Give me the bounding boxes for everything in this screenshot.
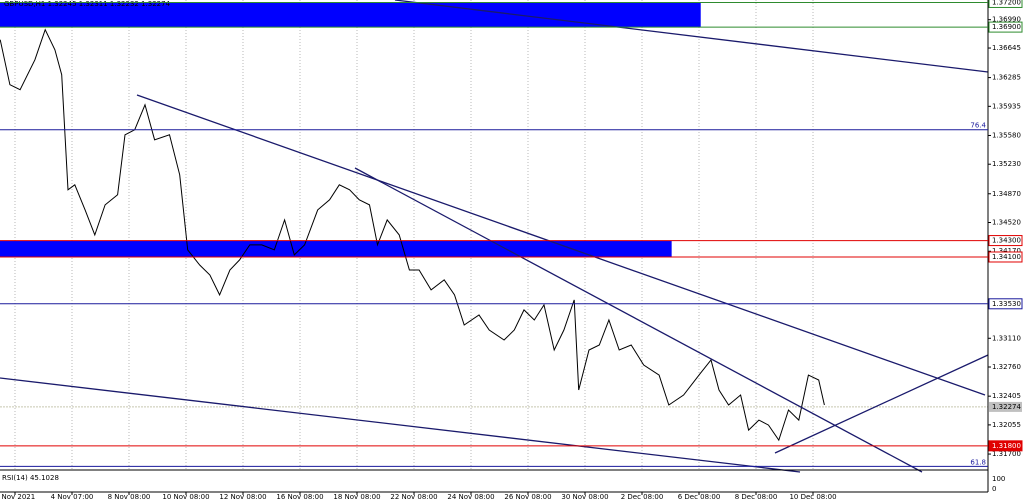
- rsi-tick-label: 0: [992, 485, 996, 493]
- x-tick-label: 6 Dec 08:00: [678, 493, 721, 501]
- y-tick-label: 1.32405: [992, 392, 1021, 400]
- x-tick-label: 18 Nov 08:00: [333, 493, 380, 501]
- x-tick-label: 12 Nov 08:00: [219, 493, 266, 501]
- y-tick-label: 1.36990: [992, 16, 1021, 24]
- price-line: [0, 28, 825, 442]
- y-tick-label: 1.31700: [992, 450, 1021, 458]
- x-tick-label: 4 Nov 07:00: [51, 493, 94, 501]
- fib-label: 61.8: [970, 458, 986, 466]
- trendline: [394, 0, 989, 73]
- level-label: 1.34300: [992, 237, 1021, 245]
- y-tick-label: 1.32760: [992, 363, 1021, 371]
- trendline: [774, 354, 989, 454]
- fib-label: 76.4: [970, 122, 986, 130]
- x-tick-label: 10 Dec 08:00: [789, 493, 836, 501]
- level-label: 1.34100: [992, 253, 1021, 261]
- y-tick-label: 1.34170: [992, 247, 1021, 255]
- rsi-label: RSI(14) 45.1028: [2, 474, 59, 482]
- y-tick-label: 1.36645: [992, 44, 1021, 52]
- y-tick-label: 1.35935: [992, 102, 1021, 110]
- rsi-tick-label: 100: [992, 475, 1005, 483]
- y-tick-label: 1.34870: [992, 190, 1021, 198]
- y-tick-label: 1.35580: [992, 131, 1021, 139]
- x-tick-label: 10 Nov 08:00: [162, 493, 209, 501]
- x-tick-label: 26 Nov 08:00: [504, 493, 551, 501]
- level-tag: [988, 0, 1023, 8]
- level-label: 1.33530: [992, 300, 1021, 308]
- x-tick-label: 24 Nov 08:00: [447, 493, 494, 501]
- level-label: 1.37200: [992, 0, 1021, 6]
- x-tick-label: 22 Nov 08:00: [390, 493, 437, 501]
- y-tick-label: 1.35230: [992, 160, 1021, 168]
- x-tick-label: 30 Nov 08:00: [561, 493, 608, 501]
- level-tag: [988, 251, 1023, 263]
- x-tick-label: 8 Nov 08:00: [108, 493, 151, 501]
- trendlines: [0, 0, 989, 473]
- chart-title: GBPUSD,H1 1.32245 1.32311 1.32232 1.3227…: [4, 0, 171, 8]
- x-tick-label: 2 Nov 2021: [0, 493, 35, 501]
- x-tick-label: 16 Nov 08:00: [276, 493, 323, 501]
- y-tick-label: 1.36285: [992, 74, 1021, 82]
- current-price-label: 1.32274: [992, 403, 1021, 411]
- level-tag: [988, 440, 1023, 452]
- x-tick-label: 8 Dec 08:00: [735, 493, 778, 501]
- y-tick-label: 1.34520: [992, 219, 1021, 227]
- x-tick-label: 2 Dec 08:00: [621, 493, 664, 501]
- trendline: [0, 377, 801, 473]
- level-tag: [988, 235, 1023, 247]
- y-tick-label: 1.33110: [992, 334, 1021, 342]
- level-tag: [988, 298, 1023, 310]
- level-tag: [988, 21, 1023, 33]
- y-tick-label: 1.32055: [992, 421, 1021, 429]
- trendline: [136, 94, 986, 396]
- current-price-tag: [989, 401, 1022, 412]
- level-label: 1.36900: [992, 23, 1021, 31]
- level-label: 1.31800: [992, 442, 1021, 450]
- trendline: [354, 167, 923, 473]
- zone: [0, 240, 672, 257]
